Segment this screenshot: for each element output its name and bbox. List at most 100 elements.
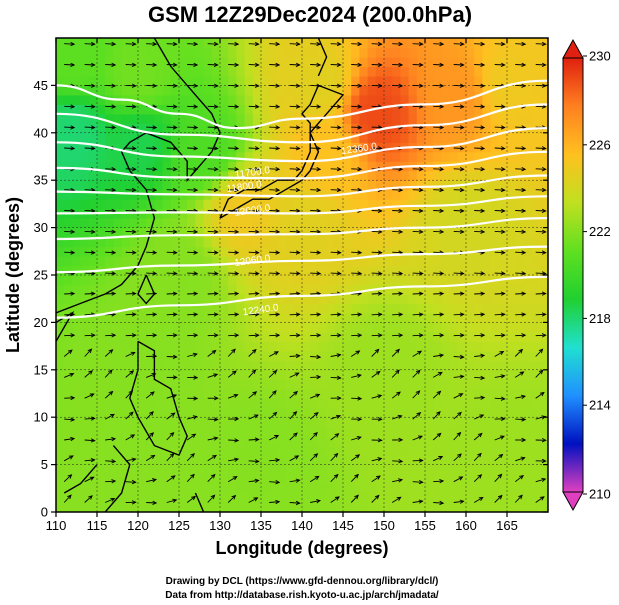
heat-cell: [515, 322, 524, 333]
heat-cell: [531, 66, 541, 77]
heat-cell: [113, 474, 123, 485]
wind-arrow: [535, 458, 547, 464]
heat-cell: [318, 388, 328, 399]
heat-cell: [384, 161, 393, 172]
heat-cell: [261, 483, 270, 494]
heat-cell: [375, 170, 385, 181]
heat-cell: [441, 426, 451, 437]
heat-cell: [269, 66, 278, 77]
heat-cell: [277, 66, 287, 77]
heat-cell: [490, 483, 500, 494]
heat-cell: [310, 293, 319, 305]
contour-label: 12060.0: [234, 253, 272, 269]
heat-cell: [425, 151, 434, 162]
heat-cell: [80, 369, 90, 380]
heat-cell: [179, 256, 188, 267]
wind-arrow: [535, 167, 547, 172]
heat-cell: [72, 350, 82, 361]
wind-arrow: [84, 333, 96, 338]
heat-cell: [334, 455, 344, 466]
wind-arrow: [84, 125, 96, 130]
heat-cell: [375, 455, 385, 466]
heat-cell: [507, 142, 516, 153]
heat-cell: [392, 189, 401, 200]
heat-cell: [326, 246, 336, 257]
heat-cell: [236, 161, 246, 172]
heat-cell: [203, 483, 213, 494]
heat-cell: [97, 293, 106, 305]
wind-arrow: [433, 353, 445, 358]
heat-cell: [384, 455, 393, 466]
heat-cell: [220, 303, 229, 314]
heat-cell: [367, 151, 377, 162]
heat-cell: [441, 312, 451, 323]
heat-cell: [97, 436, 106, 447]
heat-cell: [474, 265, 483, 276]
wind-arrow: [514, 371, 525, 378]
heat-cell: [97, 417, 106, 428]
wind-arrow: [166, 104, 178, 109]
wind-arrow: [494, 473, 503, 483]
heat-cell: [539, 151, 548, 162]
wind-arrow: [392, 167, 404, 172]
heat-cell: [105, 104, 114, 115]
heat-cell: [236, 445, 246, 456]
heat-cell: [154, 161, 164, 172]
heat-cell: [474, 360, 483, 371]
heat-cell: [195, 293, 205, 305]
heat-cell: [400, 180, 410, 191]
heat-cell: [113, 161, 123, 172]
heat-cell: [244, 436, 254, 447]
heat-cell: [507, 199, 516, 210]
heat-cell: [318, 284, 328, 295]
heat-cell: [277, 417, 287, 428]
heat-cell: [105, 369, 114, 380]
heat-cell: [244, 199, 254, 210]
heat-cell: [154, 360, 164, 371]
heat-cell: [416, 407, 426, 418]
heat-cell: [490, 493, 500, 504]
heat-cell: [154, 256, 164, 267]
heat-cell: [154, 407, 164, 418]
heat-cell: [269, 123, 278, 134]
heat-cell: [318, 493, 328, 504]
wind-arrow: [453, 208, 465, 214]
heat-cell: [482, 350, 492, 361]
heat-cell: [261, 502, 270, 512]
heat-cell: [351, 284, 360, 295]
heat-cell: [523, 132, 533, 143]
heat-cell: [515, 104, 524, 115]
wind-arrow: [350, 473, 359, 483]
heat-cell: [474, 189, 483, 200]
heat-cell: [351, 161, 360, 172]
wind-arrow: [125, 229, 137, 234]
heat-cell: [269, 132, 278, 143]
heat-cell: [195, 208, 205, 219]
heat-cell: [367, 293, 377, 305]
wind-arrow: [228, 271, 240, 276]
heat-cell: [498, 75, 508, 86]
wind-arrow: [269, 41, 281, 47]
heat-cell: [170, 75, 180, 86]
heat-cell: [359, 417, 369, 428]
heat-cell: [113, 275, 123, 286]
wind-arrow: [309, 431, 318, 441]
heat-cell: [236, 75, 246, 86]
heat-cell: [531, 132, 541, 143]
heat-cell: [474, 104, 483, 115]
heat-cell: [146, 142, 155, 153]
heat-cell: [384, 56, 393, 68]
heat-cell: [293, 151, 303, 162]
heat-cell: [416, 341, 426, 352]
coastline: [194, 492, 205, 512]
heat-cell: [334, 341, 344, 352]
heat-cell: [531, 237, 541, 248]
heat-cell: [195, 407, 205, 418]
heat-cell: [220, 85, 229, 96]
heat-cell: [400, 350, 410, 361]
heat-cell: [97, 502, 106, 512]
heat-cell: [121, 75, 131, 86]
heat-cell: [449, 426, 459, 437]
heat-cell: [187, 161, 196, 172]
